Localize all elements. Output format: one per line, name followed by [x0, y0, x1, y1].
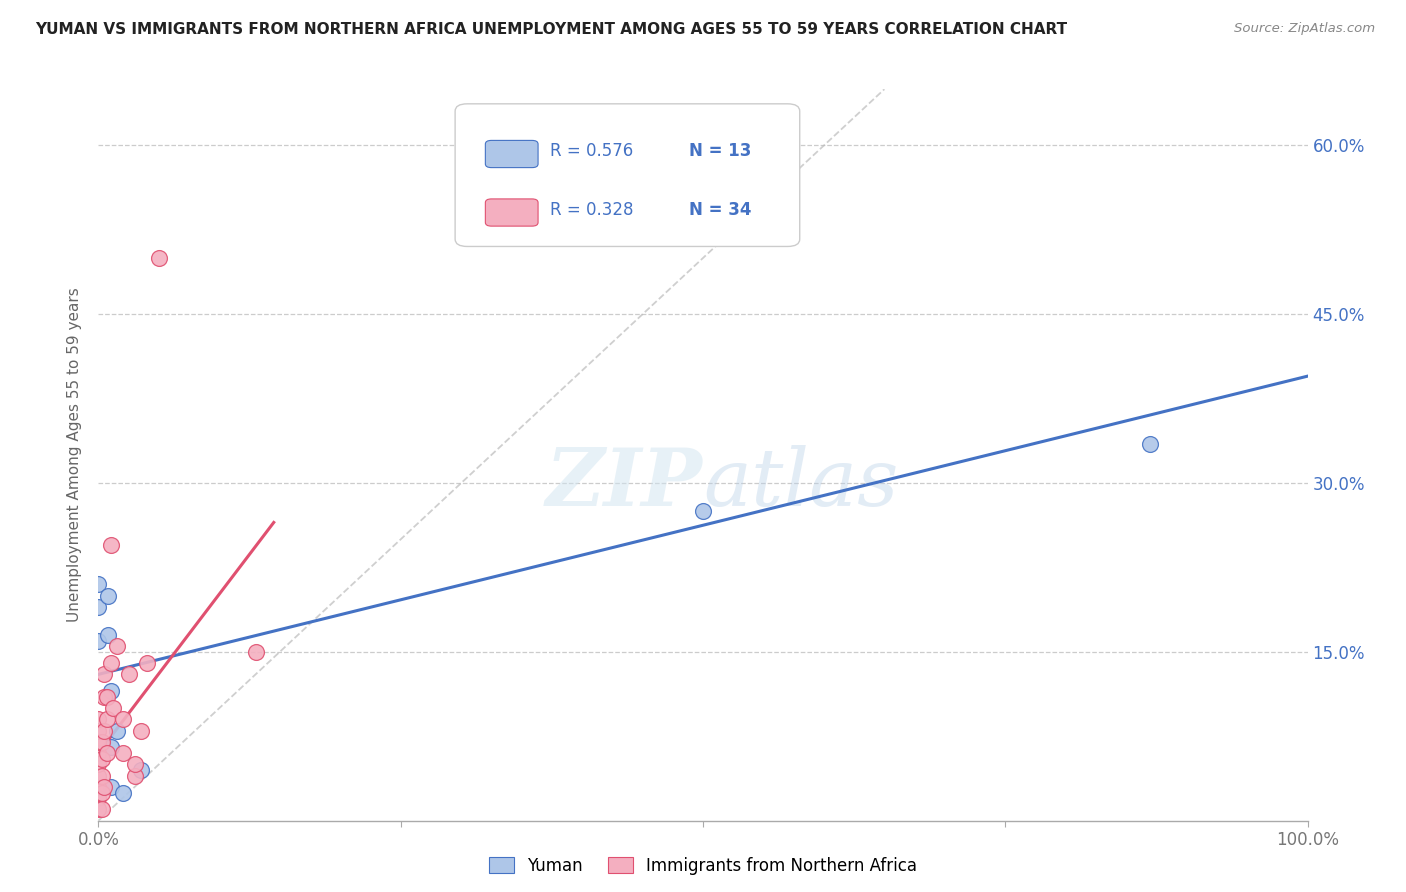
Point: [692, 504, 714, 518]
Point: [87, 599, 110, 614]
FancyBboxPatch shape: [456, 103, 800, 246]
Point: [111, 712, 134, 726]
Point: [245, 645, 267, 659]
FancyBboxPatch shape: [485, 199, 538, 227]
Point: [111, 785, 134, 799]
Text: ZIP: ZIP: [546, 445, 703, 523]
Point: [105, 639, 128, 653]
Point: [91, 752, 114, 766]
Legend: Yuman, Immigrants from Northern Africa: Yuman, Immigrants from Northern Africa: [482, 850, 924, 882]
Point: [96, 746, 118, 760]
Point: [111, 746, 134, 760]
Point: [105, 723, 128, 738]
Text: R = 0.576: R = 0.576: [550, 142, 634, 160]
Point: [87, 780, 110, 794]
Point: [148, 251, 170, 265]
Point: [129, 723, 152, 738]
Point: [87, 712, 110, 726]
Text: N = 34: N = 34: [689, 201, 752, 219]
Point: [87, 769, 110, 783]
Point: [1139, 436, 1161, 450]
Point: [100, 656, 122, 670]
Text: atlas: atlas: [703, 445, 898, 523]
Point: [124, 757, 146, 772]
Point: [93, 723, 115, 738]
Point: [87, 757, 110, 772]
Point: [124, 769, 146, 783]
Point: [135, 656, 157, 670]
Point: [100, 780, 122, 794]
Point: [129, 763, 152, 777]
Point: [87, 802, 110, 816]
Point: [93, 667, 115, 681]
Point: [91, 735, 114, 749]
Point: [93, 780, 115, 794]
Point: [91, 769, 114, 783]
Point: [93, 690, 115, 704]
Point: [101, 701, 124, 715]
Point: [100, 684, 122, 698]
Text: N = 13: N = 13: [689, 142, 752, 160]
Point: [118, 667, 141, 681]
Point: [87, 791, 110, 805]
Point: [97, 589, 120, 603]
Point: [97, 628, 120, 642]
Y-axis label: Unemployment Among Ages 55 to 59 years: Unemployment Among Ages 55 to 59 years: [67, 287, 83, 623]
FancyBboxPatch shape: [485, 140, 538, 168]
Text: R = 0.328: R = 0.328: [550, 201, 634, 219]
Point: [87, 746, 110, 760]
Point: [91, 785, 114, 799]
Text: Source: ZipAtlas.com: Source: ZipAtlas.com: [1234, 22, 1375, 36]
Point: [100, 740, 122, 755]
Point: [87, 735, 110, 749]
Point: [91, 802, 114, 816]
Point: [96, 690, 118, 704]
Point: [96, 712, 118, 726]
Point: [87, 633, 110, 648]
Point: [100, 538, 122, 552]
Point: [87, 577, 110, 591]
Text: YUMAN VS IMMIGRANTS FROM NORTHERN AFRICA UNEMPLOYMENT AMONG AGES 55 TO 59 YEARS : YUMAN VS IMMIGRANTS FROM NORTHERN AFRICA…: [35, 22, 1067, 37]
Point: [87, 723, 110, 738]
